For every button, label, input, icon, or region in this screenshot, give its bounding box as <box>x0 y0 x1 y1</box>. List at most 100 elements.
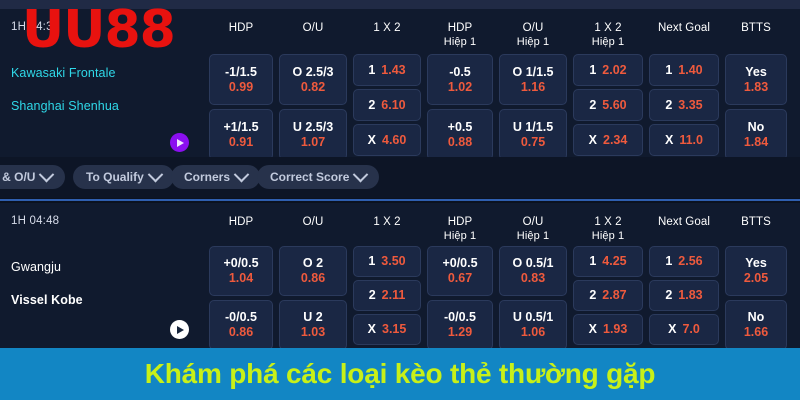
odds-cell-btts-no[interactable]: No 1.66 <box>725 300 787 350</box>
odds-cell-1x2-draw[interactable]: X 3.15 <box>353 314 421 345</box>
chevron-down-icon <box>353 166 369 182</box>
odds-cell-hdp-away[interactable]: -0/0.5 0.86 <box>209 300 273 350</box>
odds-cell-hdp-h1-home[interactable]: +0/0.5 0.67 <box>427 246 493 296</box>
odds-cell-over[interactable]: O 2.5/3 0.82 <box>279 54 347 105</box>
home-team-name: Kawasaki Frontale <box>11 66 116 80</box>
odds-cell-1x2-h1-home[interactable]: 1 4.25 <box>573 246 643 277</box>
column-header: HDP Hiệp 1 <box>443 22 477 48</box>
column-header: O/U <box>302 216 324 228</box>
match-time: 1H 04:48 <box>11 215 60 227</box>
column-header: BTTS <box>741 22 771 34</box>
column-header: Next Goal <box>657 22 711 34</box>
filter-pill-label: P & O/U <box>0 170 36 184</box>
odds-cell-hdp-away[interactable]: +1/1.5 0.91 <box>209 109 273 160</box>
chevron-down-icon <box>233 166 250 182</box>
chevron-down-icon <box>39 166 55 182</box>
odds-cell-btts-yes[interactable]: Yes 2.05 <box>725 246 787 296</box>
filter-pill-label: Correct Score <box>270 170 350 184</box>
odds-column-hdp: HDP -1/1.5 0.99 +1/1.5 0.91 <box>206 9 276 160</box>
odds-cell-next-goal-away[interactable]: 2 1.83 <box>649 280 719 311</box>
odds-cell-hdp-home[interactable]: -1/1.5 0.99 <box>209 54 273 105</box>
odds-cell-hdp-home[interactable]: +0/0.5 1.04 <box>209 246 273 296</box>
play-icon[interactable] <box>170 320 189 339</box>
away-team-name: Shanghai Shenhua <box>11 99 119 113</box>
match-time: 1H 04:30 <box>11 21 60 33</box>
odds-cell-1x2-draw[interactable]: X 4.60 <box>353 124 421 156</box>
odds-column-next-goal: Next Goal 1 2.56 2 1.83 X 7.0 <box>646 203 722 348</box>
odds-cell-over[interactable]: O 2 0.86 <box>279 246 347 296</box>
filter-pill-label: Corners <box>184 170 231 184</box>
odds-column-ou: O/U O 2 0.86 U 2 1.03 <box>276 203 350 350</box>
odds-cell-next-goal-away[interactable]: 2 3.35 <box>649 89 719 121</box>
odds-cell-next-goal-none[interactable]: X 7.0 <box>649 314 719 345</box>
odds-cell-hdp-h1-away[interactable]: -0/0.5 1.29 <box>427 300 493 350</box>
column-header: HDP <box>228 216 254 228</box>
odds-column-1x2: 1 X 2 1 3.50 2 2.11 X 3.15 <box>350 203 424 348</box>
odds-column-hdp-h1: HDP Hiệp 1 +0/0.5 0.67 -0/0.5 1.29 <box>424 203 496 350</box>
match-card-2[interactable]: 1H 04:48 Gwangju Vissel Kobe HDP +0/0.5 … <box>0 203 800 350</box>
odds-column-btts: BTTS Yes 1.83 No 1.84 <box>722 9 790 160</box>
filter-pill-bar: P & O/U To Qualify Corners Correct Score <box>0 157 800 198</box>
odds-cell-next-goal-home[interactable]: 1 2.56 <box>649 246 719 277</box>
odds-cell-next-goal-none[interactable]: X 11.0 <box>649 124 719 156</box>
filter-pill-correct-score[interactable]: Correct Score <box>257 165 380 189</box>
odds-column-btts: BTTS Yes 2.05 No 1.66 <box>722 203 790 350</box>
odds-cell-hdp-h1-away[interactable]: +0.5 0.88 <box>427 109 493 160</box>
odds-cell-under[interactable]: U 2 1.03 <box>279 300 347 350</box>
top-app-band <box>0 0 800 9</box>
filter-pill-hdp-ou[interactable]: P & O/U <box>0 165 66 189</box>
promo-banner-text: Khám phá các loại kèo thẻ thường gặp <box>144 358 656 389</box>
column-header: Next Goal <box>657 216 711 228</box>
play-icon[interactable] <box>170 133 189 152</box>
odds-cell-under-h1[interactable]: U 0.5/1 1.06 <box>499 300 567 350</box>
column-header: 1 X 2 Hiệp 1 <box>591 22 625 48</box>
odds-cell-1x2-home[interactable]: 1 1.43 <box>353 54 421 86</box>
odds-cell-1x2-h1-draw[interactable]: X 1.93 <box>573 314 643 345</box>
odds-column-1x2-h1: 1 X 2 Hiệp 1 1 2.02 2 5.60 X 2.34 <box>570 9 646 157</box>
match-card-1[interactable]: 1H 04:30 Kawasaki Frontale Shanghai Shen… <box>0 9 800 160</box>
home-team-name: Gwangju <box>11 260 62 274</box>
section-divider <box>0 199 800 201</box>
odds-column-ou-h1: O/U Hiệp 1 O 0.5/1 0.83 U 0.5/1 1.06 <box>496 203 570 350</box>
odds-column-ou-h1: O/U Hiệp 1 O 1/1.5 1.16 U 1/1.5 0.75 <box>496 9 570 160</box>
chevron-down-icon <box>147 166 164 182</box>
odds-cell-under-h1[interactable]: U 1/1.5 0.75 <box>499 109 567 160</box>
odds-column-ou: O/U O 2.5/3 0.82 U 2.5/3 1.07 <box>276 9 350 160</box>
odds-cell-1x2-h1-away[interactable]: 2 2.87 <box>573 280 643 311</box>
odds-cell-next-goal-home[interactable]: 1 1.40 <box>649 54 719 86</box>
column-header: HDP Hiệp 1 <box>443 216 477 242</box>
filter-pill-corners[interactable]: Corners <box>171 165 261 189</box>
odds-cell-1x2-h1-home[interactable]: 1 2.02 <box>573 54 643 86</box>
odds-cell-1x2-h1-away[interactable]: 2 5.60 <box>573 89 643 121</box>
promo-banner: Khám phá các loại kèo thẻ thường gặp <box>0 348 800 400</box>
odds-cell-under[interactable]: U 2.5/3 1.07 <box>279 109 347 160</box>
match-info-2: 1H 04:48 Gwangju Vissel Kobe <box>8 203 208 348</box>
odds-cell-over-h1[interactable]: O 1/1.5 1.16 <box>499 54 567 105</box>
column-header: HDP <box>228 22 254 34</box>
odds-column-next-goal: Next Goal 1 1.40 2 3.35 X 11.0 <box>646 9 722 157</box>
odds-cell-1x2-away[interactable]: 2 2.11 <box>353 280 421 311</box>
odds-cell-1x2-home[interactable]: 1 3.50 <box>353 246 421 277</box>
odds-cell-1x2-away[interactable]: 2 6.10 <box>353 89 421 121</box>
odds-cell-hdp-h1-home[interactable]: -0.5 1.02 <box>427 54 493 105</box>
column-header: O/U Hiệp 1 <box>516 216 550 242</box>
match-info-1: 1H 04:30 Kawasaki Frontale Shanghai Shen… <box>8 9 208 157</box>
filter-pill-to-qualify[interactable]: To Qualify <box>73 165 174 189</box>
away-team-name: Vissel Kobe <box>11 293 83 307</box>
odds-column-hdp-h1: HDP Hiệp 1 -0.5 1.02 +0.5 0.88 <box>424 9 496 160</box>
column-header: 1 X 2 Hiệp 1 <box>591 216 625 242</box>
odds-grid-1: HDP -1/1.5 0.99 +1/1.5 0.91 O/U <box>206 9 796 160</box>
filter-pill-label: To Qualify <box>86 170 144 184</box>
odds-column-1x2: 1 X 2 1 1.43 2 6.10 X 4.60 <box>350 9 424 157</box>
column-header: O/U Hiệp 1 <box>516 22 550 48</box>
odds-cell-btts-no[interactable]: No 1.84 <box>725 109 787 160</box>
odds-column-1x2-h1: 1 X 2 Hiệp 1 1 4.25 2 2.87 X 1.93 <box>570 203 646 348</box>
column-header: O/U <box>302 22 324 34</box>
odds-cell-over-h1[interactable]: O 0.5/1 0.83 <box>499 246 567 296</box>
column-header: 1 X 2 <box>373 22 401 34</box>
odds-cell-btts-yes[interactable]: Yes 1.83 <box>725 54 787 105</box>
odds-column-hdp: HDP +0/0.5 1.04 -0/0.5 0.86 <box>206 203 276 350</box>
odds-cell-1x2-h1-draw[interactable]: X 2.34 <box>573 124 643 156</box>
column-header: 1 X 2 <box>373 216 401 228</box>
